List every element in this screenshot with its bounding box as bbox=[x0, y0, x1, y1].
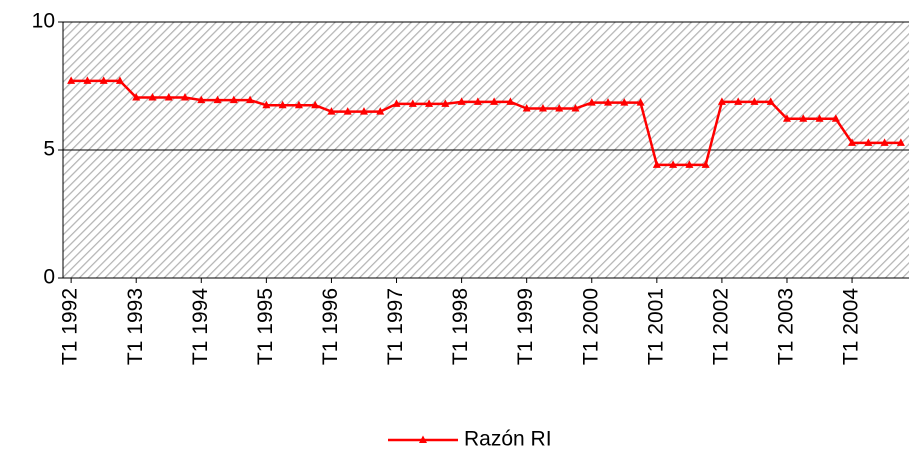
point-marker bbox=[278, 100, 287, 109]
x-tick-label: T1 2000 bbox=[579, 288, 602, 365]
point-marker bbox=[473, 97, 482, 105]
point-marker bbox=[604, 98, 613, 106]
x-tick-label: T1 1993 bbox=[124, 288, 147, 365]
x-tick-label: T1 1995 bbox=[254, 288, 277, 365]
x-tick-label: T1 1997 bbox=[384, 288, 407, 365]
point-marker bbox=[848, 138, 857, 146]
x-tick-label: T1 1992 bbox=[59, 288, 82, 365]
point-marker bbox=[457, 97, 466, 105]
point-marker bbox=[99, 76, 108, 84]
point-marker bbox=[343, 107, 352, 115]
point-marker bbox=[734, 97, 743, 105]
point-marker bbox=[766, 97, 775, 105]
point-marker bbox=[213, 95, 222, 104]
x-tick-label: T1 1998 bbox=[449, 288, 472, 365]
point-marker bbox=[799, 114, 808, 122]
series-line bbox=[71, 79, 901, 167]
point-marker bbox=[408, 99, 417, 107]
point-marker bbox=[896, 138, 905, 146]
point-marker bbox=[506, 97, 515, 105]
point-marker bbox=[831, 114, 840, 122]
point-marker bbox=[717, 97, 726, 105]
point-marker bbox=[864, 138, 873, 146]
point-marker bbox=[311, 100, 320, 109]
point-marker bbox=[392, 99, 401, 107]
point-marker bbox=[652, 160, 661, 168]
point-marker bbox=[490, 97, 499, 105]
x-tick-label: T1 1999 bbox=[514, 288, 537, 365]
point-marker bbox=[571, 104, 580, 112]
point-marker bbox=[636, 98, 645, 106]
point-marker bbox=[538, 104, 547, 112]
point-marker bbox=[132, 93, 141, 101]
legend-marker bbox=[419, 435, 427, 443]
point-marker bbox=[555, 104, 564, 112]
point-marker bbox=[229, 95, 238, 104]
point-marker bbox=[327, 107, 336, 115]
point-marker bbox=[441, 99, 450, 107]
point-marker bbox=[522, 104, 531, 112]
point-marker bbox=[359, 107, 368, 115]
point-marker bbox=[750, 97, 759, 105]
point-marker bbox=[164, 93, 173, 101]
x-tick-label: T1 2003 bbox=[775, 288, 798, 365]
x-tick-label: T1 2004 bbox=[840, 288, 863, 365]
point-marker bbox=[425, 99, 434, 107]
point-marker bbox=[83, 76, 92, 84]
legend-label: Razón RI bbox=[464, 428, 552, 451]
point-marker bbox=[701, 160, 710, 168]
point-marker bbox=[181, 93, 190, 101]
point-marker bbox=[148, 93, 157, 101]
point-marker bbox=[782, 114, 791, 122]
point-marker bbox=[115, 76, 124, 84]
x-tick-label: T1 2001 bbox=[644, 288, 667, 365]
point-marker bbox=[294, 100, 303, 109]
x-tick-label: T1 1996 bbox=[319, 288, 342, 365]
point-marker bbox=[197, 95, 206, 104]
point-marker bbox=[620, 98, 629, 106]
point-marker bbox=[815, 114, 824, 122]
y-tick-label: 10 bbox=[32, 10, 55, 33]
point-marker bbox=[262, 100, 271, 109]
point-marker bbox=[376, 107, 385, 115]
point-marker bbox=[669, 160, 678, 168]
point-marker bbox=[246, 95, 255, 104]
x-tick-label: T1 2002 bbox=[709, 288, 732, 365]
point-marker bbox=[880, 138, 889, 146]
y-tick-label: 0 bbox=[43, 266, 55, 289]
x-tick-label: T1 1994 bbox=[189, 288, 212, 365]
point-marker bbox=[587, 98, 596, 106]
y-tick-label: 5 bbox=[43, 138, 55, 161]
point-marker bbox=[685, 160, 694, 168]
point-marker bbox=[67, 76, 76, 84]
